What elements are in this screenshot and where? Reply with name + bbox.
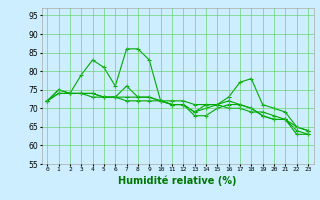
X-axis label: Humidité relative (%): Humidité relative (%) [118, 175, 237, 186]
